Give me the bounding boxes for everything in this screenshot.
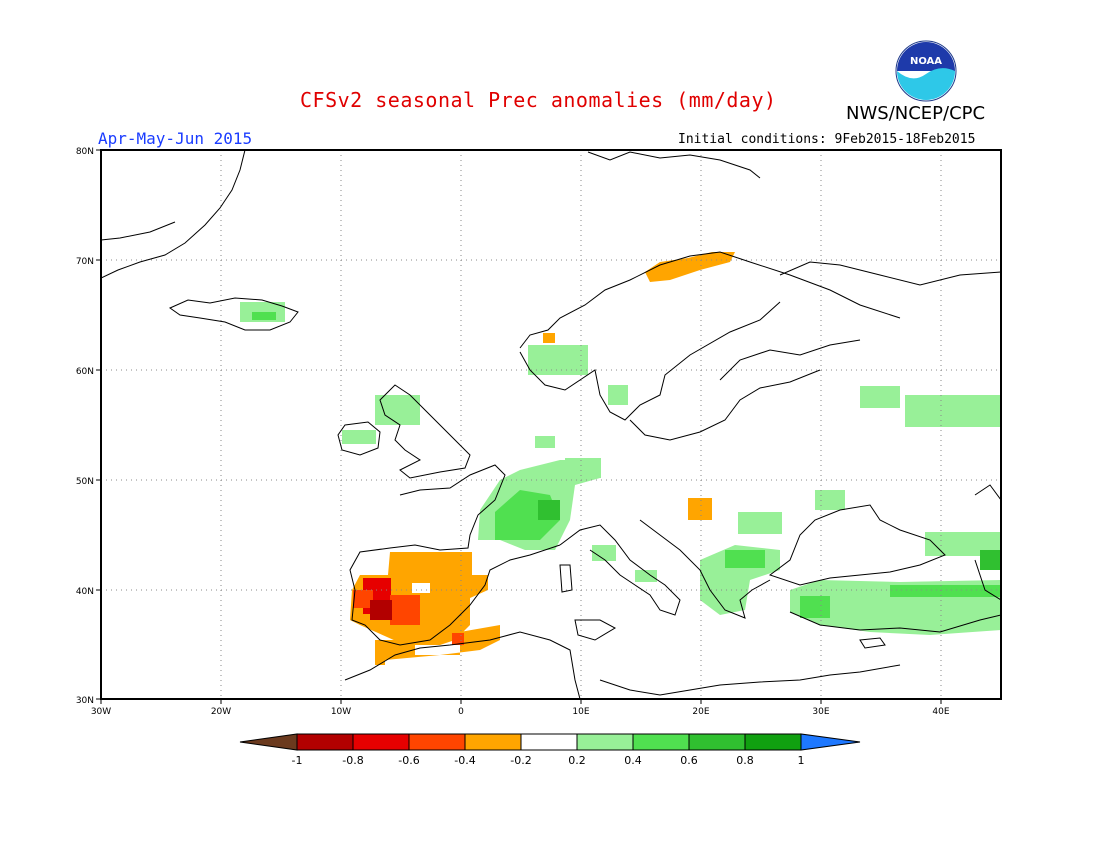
lon-label-40e: 40E <box>932 707 949 717</box>
lon-label-20e: 20E <box>692 707 709 717</box>
colorbar-bin <box>464 733 522 751</box>
lat-label-30n: 30N <box>76 696 94 706</box>
colorbar-label: -0.4 <box>454 754 475 767</box>
colorbar-bin <box>632 733 690 751</box>
lon-label-10w: 10W <box>331 707 351 717</box>
lat-label-40n: 40N <box>76 587 94 597</box>
colorbar-bin <box>576 733 634 751</box>
colorbar-arrow-low <box>239 733 298 751</box>
anomaly-shading <box>240 252 1001 665</box>
colorbar-label: 0.6 <box>680 754 698 767</box>
colorbar-bin <box>352 733 410 751</box>
gridlines <box>101 150 1001 699</box>
noaa-logo: NOAA <box>895 40 957 102</box>
agency-label: NWS/NCEP/CPC <box>846 103 986 124</box>
lon-label-10e: 10E <box>572 707 589 717</box>
colorbar-label: -0.8 <box>342 754 363 767</box>
colorbar-bin <box>520 733 578 751</box>
lon-label-20w: 20W <box>211 707 231 717</box>
colorbar-label: 0.2 <box>568 754 586 767</box>
colorbar-label: 1 <box>798 754 805 767</box>
lon-label-30e: 30E <box>812 707 829 717</box>
initial-conditions: Initial conditions: 9Feb2015-18Feb2015 <box>678 132 976 147</box>
colorbar-arrow-high <box>800 733 861 751</box>
plot-title: CFSv2 seasonal Prec anomalies (mm/day) <box>300 88 777 112</box>
colorbar-label: -0.6 <box>398 754 419 767</box>
coastlines <box>101 150 1001 699</box>
colorbar-bin <box>688 733 746 751</box>
lat-label-80n: 80N <box>76 147 94 157</box>
forecast-period: Apr-May-Jun 2015 <box>98 129 253 148</box>
colorbar-bin <box>296 733 354 751</box>
colorbar-label: 0.8 <box>736 754 754 767</box>
lat-label-60n: 60N <box>76 367 94 377</box>
colorbar-label: -1 <box>292 754 303 767</box>
map-frame <box>100 149 1002 700</box>
colorbar-bin <box>408 733 466 751</box>
colorbar-bin <box>744 733 802 751</box>
colorbar-label: 0.4 <box>624 754 642 767</box>
lon-label-30w: 30W <box>91 707 111 717</box>
lat-label-70n: 70N <box>76 257 94 267</box>
lat-label-50n: 50N <box>76 477 94 487</box>
colorbar-label: -0.2 <box>510 754 531 767</box>
noaa-logo-text: NOAA <box>910 56 942 67</box>
lon-label-0: 0 <box>458 707 464 717</box>
